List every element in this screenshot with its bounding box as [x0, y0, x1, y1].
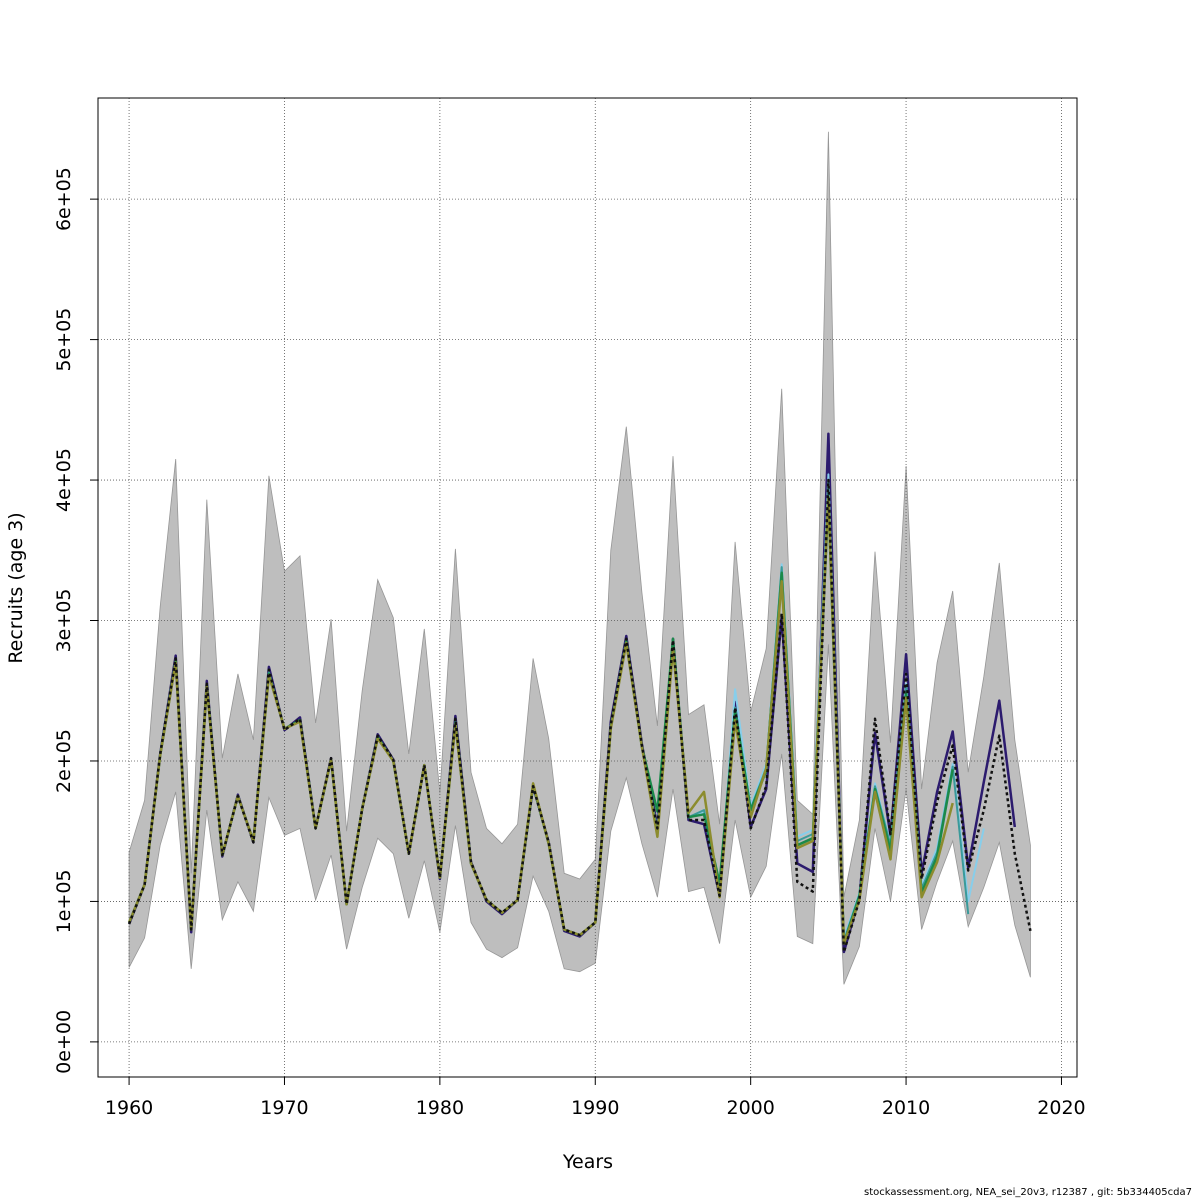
y-tick-label: 6e+05: [53, 167, 75, 231]
y-tick-label: 5e+05: [53, 308, 75, 372]
x-tick-label: 1990: [571, 1097, 619, 1119]
y-axis-label: Recruits (age 3): [5, 512, 27, 663]
x-tick-label: 1970: [260, 1097, 308, 1119]
y-tick-label: 0e+00: [53, 1010, 75, 1074]
x-axis: 1960 1970 1980 1990 2000 2010 2020: [105, 1076, 1086, 1119]
x-axis-label: Years: [562, 1151, 613, 1173]
grid: [98, 98, 1077, 1077]
y-axis: 0e+00 1e+05 2e+05 3e+05 4e+05 5e+05 6e+05: [53, 167, 99, 1074]
x-tick-label: 1980: [416, 1097, 464, 1119]
y-tick-label: 1e+05: [53, 869, 75, 933]
y-tick-label: 3e+05: [53, 589, 75, 653]
x-tick-label: 2000: [726, 1097, 774, 1119]
confidence-band-area: [128, 131, 1031, 985]
y-tick-label: 2e+05: [53, 729, 75, 793]
confidence-band: [128, 131, 1031, 985]
footer-credit: stockassessment.org, NEA_sei_20v3, r1238…: [864, 1187, 1192, 1198]
series-line-6: [127, 478, 1032, 954]
series-line-5: [127, 495, 954, 945]
y-tick-label: 4e+05: [53, 448, 75, 512]
series-lines: [127, 432, 1032, 954]
x-tick-label: 2010: [882, 1097, 930, 1119]
x-tick-label: 2020: [1037, 1097, 1085, 1119]
x-tick-label: 1960: [105, 1097, 153, 1119]
